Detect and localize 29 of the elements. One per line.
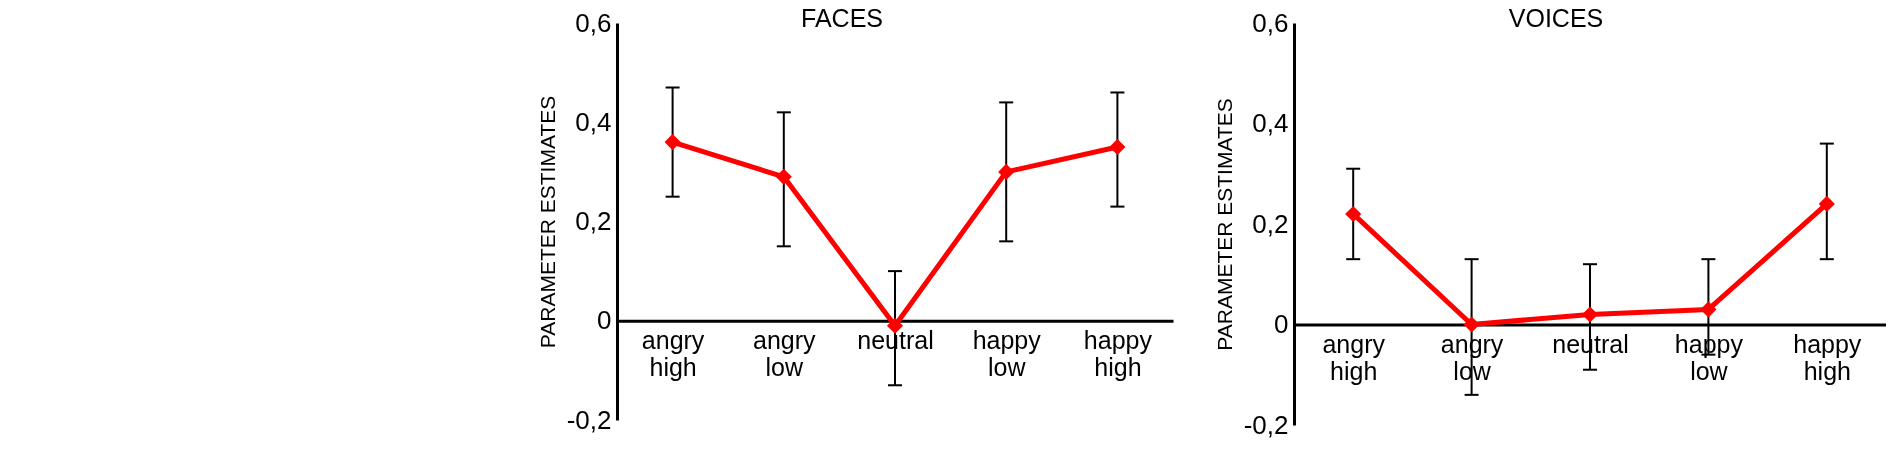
y-tick-label: 0,4 <box>1252 108 1289 138</box>
x-tick-label: angry low <box>753 326 817 382</box>
y-tick-label: 0 <box>597 305 612 336</box>
x-tick-label: angry high <box>1322 330 1386 385</box>
x-tick-label: happy high <box>1083 326 1153 382</box>
point <box>1818 195 1835 212</box>
x-tick-label: happy low <box>972 326 1042 382</box>
point <box>664 134 681 151</box>
y-tick-label: 0,4 <box>575 106 612 137</box>
x-tick-label: angry high <box>641 326 705 382</box>
point <box>1700 301 1717 318</box>
x-tick-label: happy high <box>1793 330 1862 385</box>
y-axis-title: PARAMETER ESTIMATES <box>1212 98 1236 351</box>
chart-title: FACES <box>801 4 883 32</box>
chart-title: VOICES <box>1508 4 1604 32</box>
y-axis-title: PARAMETER ESTIMATES <box>535 95 559 349</box>
point <box>775 168 792 185</box>
y-tick-label: -0,2 <box>566 404 612 435</box>
point <box>1463 316 1480 333</box>
y-tick-label: 0,6 <box>1252 7 1289 38</box>
point <box>1581 306 1599 323</box>
point <box>998 163 1015 180</box>
y-tick-label: 0,2 <box>1252 208 1289 239</box>
y-tick-label: 0,6 <box>575 7 612 38</box>
y-tick-label: 0 <box>1274 309 1289 339</box>
point <box>1109 139 1126 156</box>
y-tick-label: 0,2 <box>575 206 612 236</box>
point <box>1345 205 1362 223</box>
y-tick-label: -0,2 <box>1243 409 1289 440</box>
